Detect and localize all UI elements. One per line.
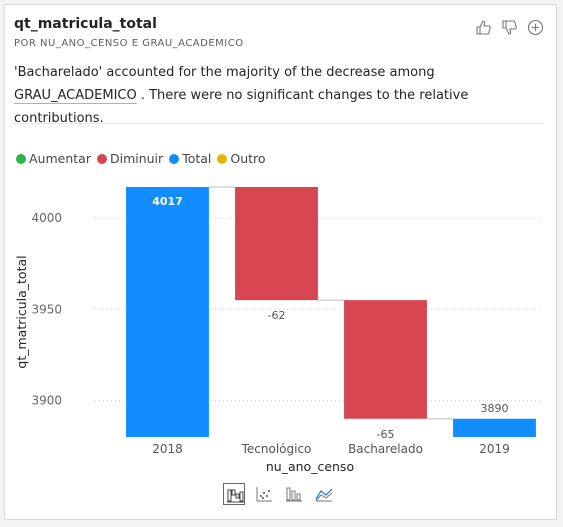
legend-label: Diminuir bbox=[109, 151, 164, 166]
waterfall-bar bbox=[344, 300, 427, 419]
qa-visual-card: qt_matricula_total POR NU_ANO_CENSO E GR… bbox=[4, 4, 557, 520]
legend-label: Outro bbox=[230, 151, 266, 166]
thumbs-down-icon[interactable] bbox=[501, 19, 518, 36]
legend-dot bbox=[169, 153, 180, 164]
waterfall-bar bbox=[126, 187, 209, 437]
divider bbox=[14, 123, 544, 124]
legend-dot bbox=[217, 153, 228, 164]
y-tick-label: 3950 bbox=[31, 302, 62, 316]
waterfall-chart-icon[interactable] bbox=[223, 483, 245, 505]
data-label: 3890 bbox=[481, 402, 509, 415]
data-label: -62 bbox=[268, 309, 286, 322]
legend-dot bbox=[16, 153, 26, 164]
x-tick-label: Bacharelado bbox=[348, 442, 423, 456]
legend-item-diminuir[interactable]: Diminuir bbox=[96, 151, 164, 166]
feedback-actions bbox=[475, 19, 544, 36]
visual-subtitle: POR NU_ANO_CENSO E GRAU_ACADEMICO bbox=[14, 38, 244, 49]
visual-type-switcher bbox=[223, 483, 335, 505]
summary-text-end: . There were no significant changes to t… bbox=[14, 88, 469, 126]
chart-legend: Aumentar Diminuir Total Outro bbox=[16, 151, 266, 166]
visual-title: qt_matricula_total bbox=[14, 16, 157, 32]
legend-item-total[interactable]: Total bbox=[169, 151, 211, 166]
x-tick-label: 2018 bbox=[152, 442, 183, 456]
legend-item-outro[interactable]: Outro bbox=[217, 151, 266, 166]
legend-dot bbox=[96, 153, 107, 164]
y-axis-title: qt_matricula_total bbox=[14, 255, 29, 368]
summary-field-link[interactable]: GRAU_ACADEMICO bbox=[14, 88, 137, 104]
x-axis-title: nu_ano_censo bbox=[266, 459, 354, 474]
y-tick-label: 4000 bbox=[31, 211, 62, 225]
data-label: -65 bbox=[377, 428, 395, 441]
insight-summary: 'Bacharelado' accounted for the majority… bbox=[14, 61, 544, 130]
ribbon-chart-icon[interactable] bbox=[313, 483, 335, 505]
scatter-chart-icon[interactable] bbox=[253, 483, 275, 505]
legend-label: Total bbox=[182, 151, 212, 166]
add-icon[interactable] bbox=[527, 19, 544, 36]
data-label: 4017 bbox=[152, 195, 183, 208]
summary-text: 'Bacharelado' accounted for the majority… bbox=[14, 65, 435, 80]
waterfall-bar bbox=[235, 187, 318, 301]
y-tick-label: 3900 bbox=[31, 394, 62, 408]
waterfall-bar bbox=[453, 418, 536, 437]
waterfall-chart: 3900 3950 4000 qt_matricula_total nu_ano_cen… bbox=[14, 186, 543, 474]
thumbs-up-icon[interactable] bbox=[475, 19, 492, 36]
x-tick-label: Tecnológico bbox=[241, 442, 312, 456]
ranked-bar-icon[interactable] bbox=[283, 483, 305, 505]
legend-item-aumentar[interactable]: Aumentar bbox=[16, 151, 91, 166]
legend-label: Aumentar bbox=[29, 151, 91, 166]
x-tick-label: 2019 bbox=[479, 442, 510, 456]
